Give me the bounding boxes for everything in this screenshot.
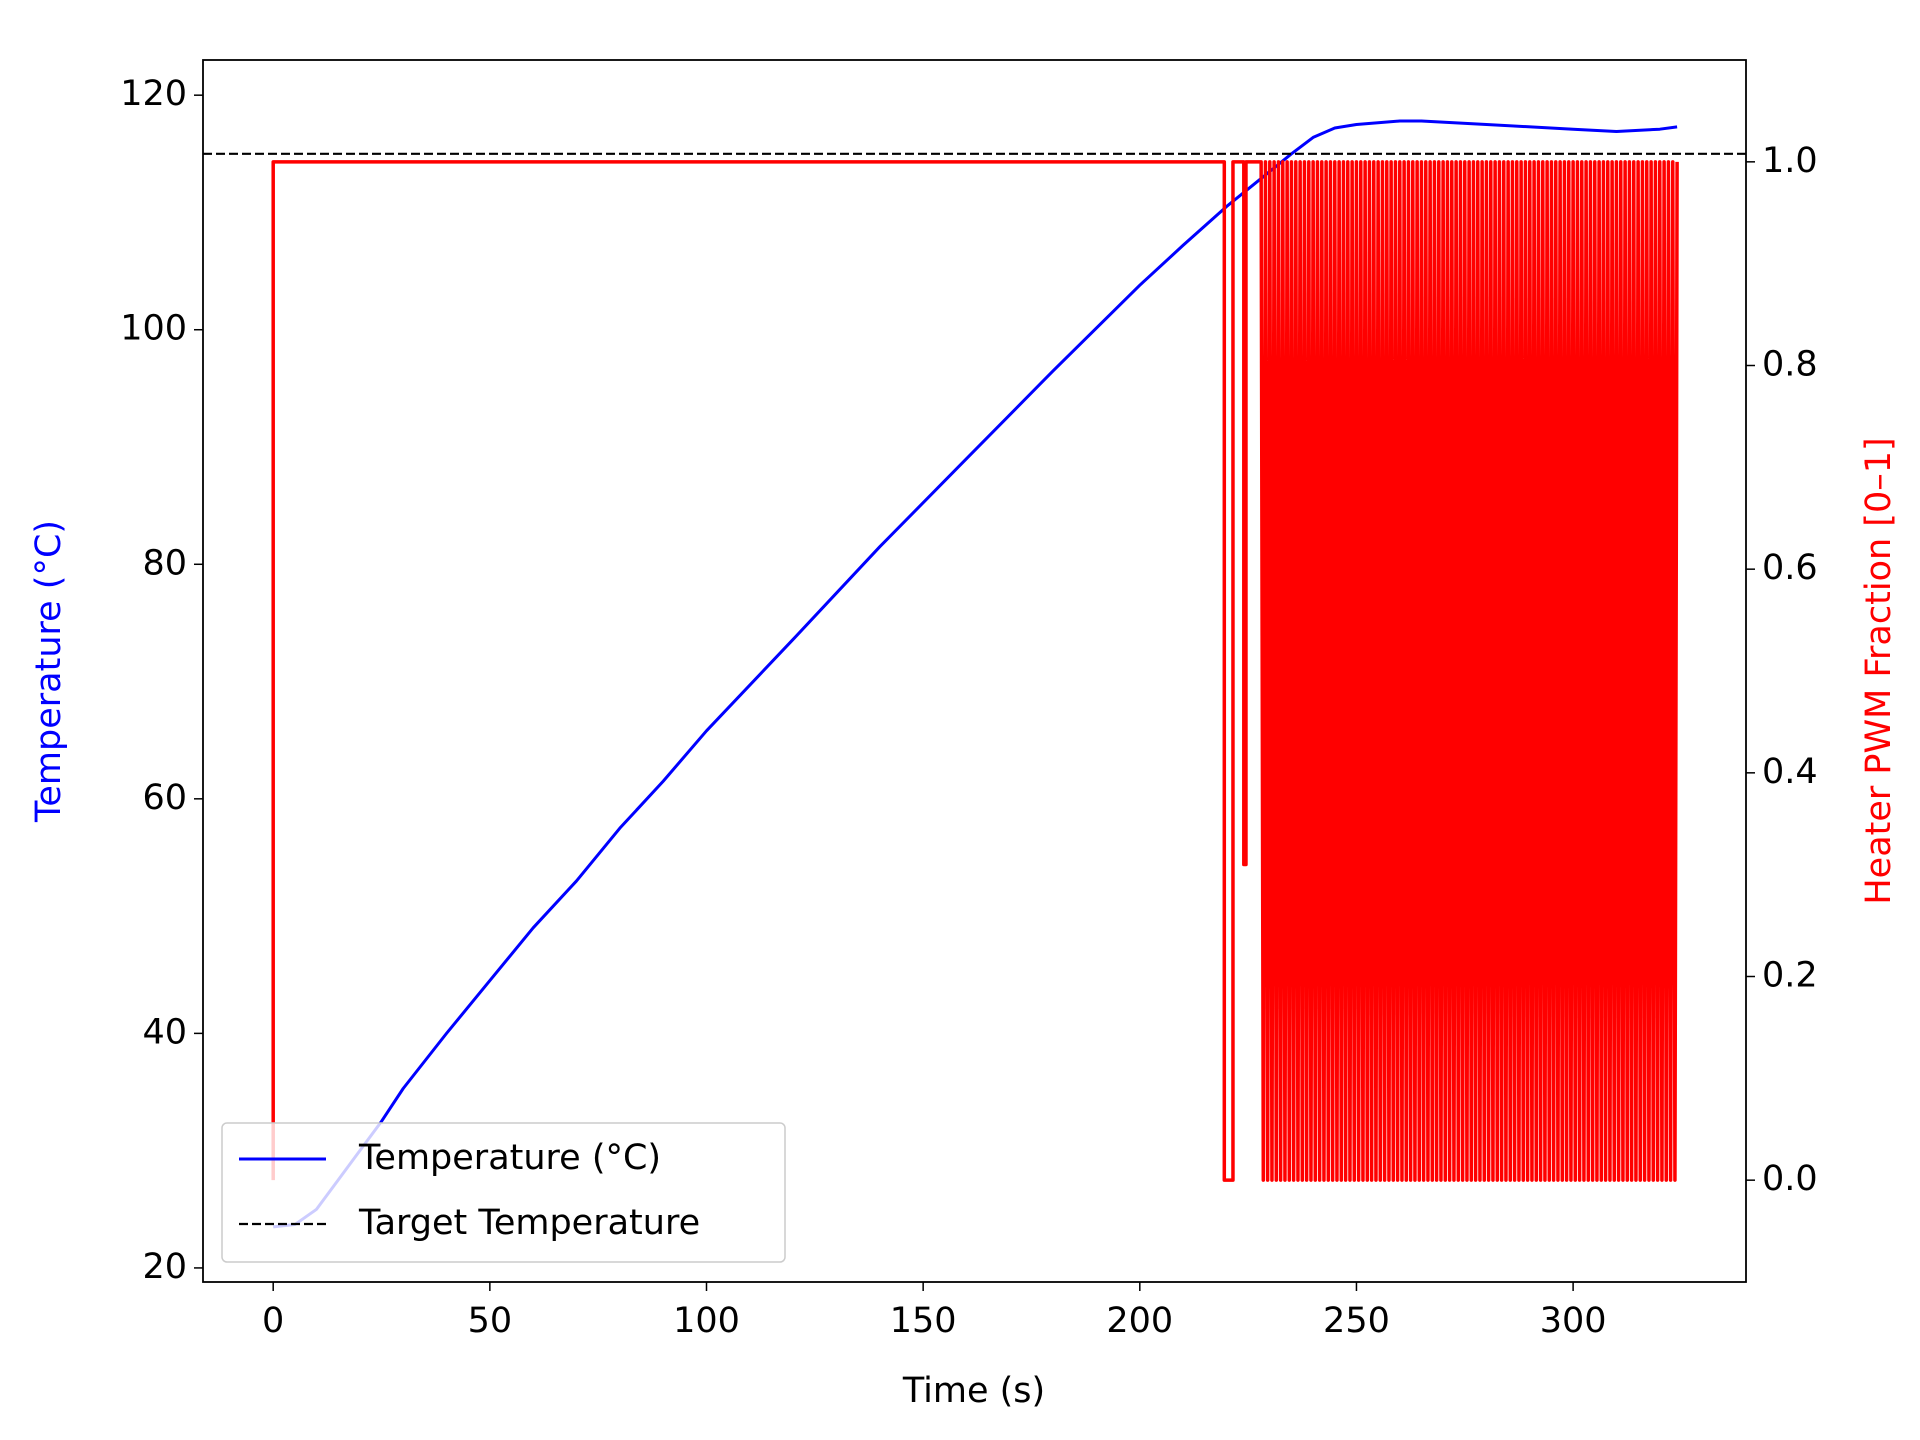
x-tick-label: 50 [468,1301,513,1341]
y-tick-label: 60 [142,778,187,818]
x-tick-label: 250 [1323,1301,1390,1341]
y2-tick-label: 1.0 [1762,141,1818,181]
x-tick-label: 200 [1106,1301,1173,1341]
y2-tick-label: 0.8 [1762,345,1818,385]
y-tick-label: 80 [142,543,187,583]
x-axis-label: Time (s) [902,1371,1045,1411]
legend-label: Temperature (°C) [358,1138,661,1178]
y-tick-label: 120 [120,74,187,114]
legend-box [221,1122,786,1263]
y-axis-label: Temperature (°C) [29,520,69,823]
x-tick-label: 0 [262,1301,284,1341]
legend-label: Target Temperature [358,1203,700,1243]
plot-frame [202,59,1747,1283]
y-tick-label: 40 [142,1012,187,1052]
x-tick-label: 150 [890,1301,957,1341]
x-tick-label: 300 [1540,1301,1607,1341]
y2-tick-label: 0.0 [1762,1159,1818,1199]
x-tick-label: 100 [673,1301,740,1341]
y2-axis-label: Heater PWM Fraction [0–1] [1859,437,1899,904]
series-line [271,160,1679,1182]
y2-tick-label: 0.2 [1762,956,1818,996]
y-tick-label: 100 [120,309,187,349]
y2-tick-label: 0.4 [1762,752,1818,792]
y2-tick-label: 0.6 [1762,548,1818,588]
y-tick-label: 20 [142,1247,187,1287]
series-line [273,119,1678,1229]
